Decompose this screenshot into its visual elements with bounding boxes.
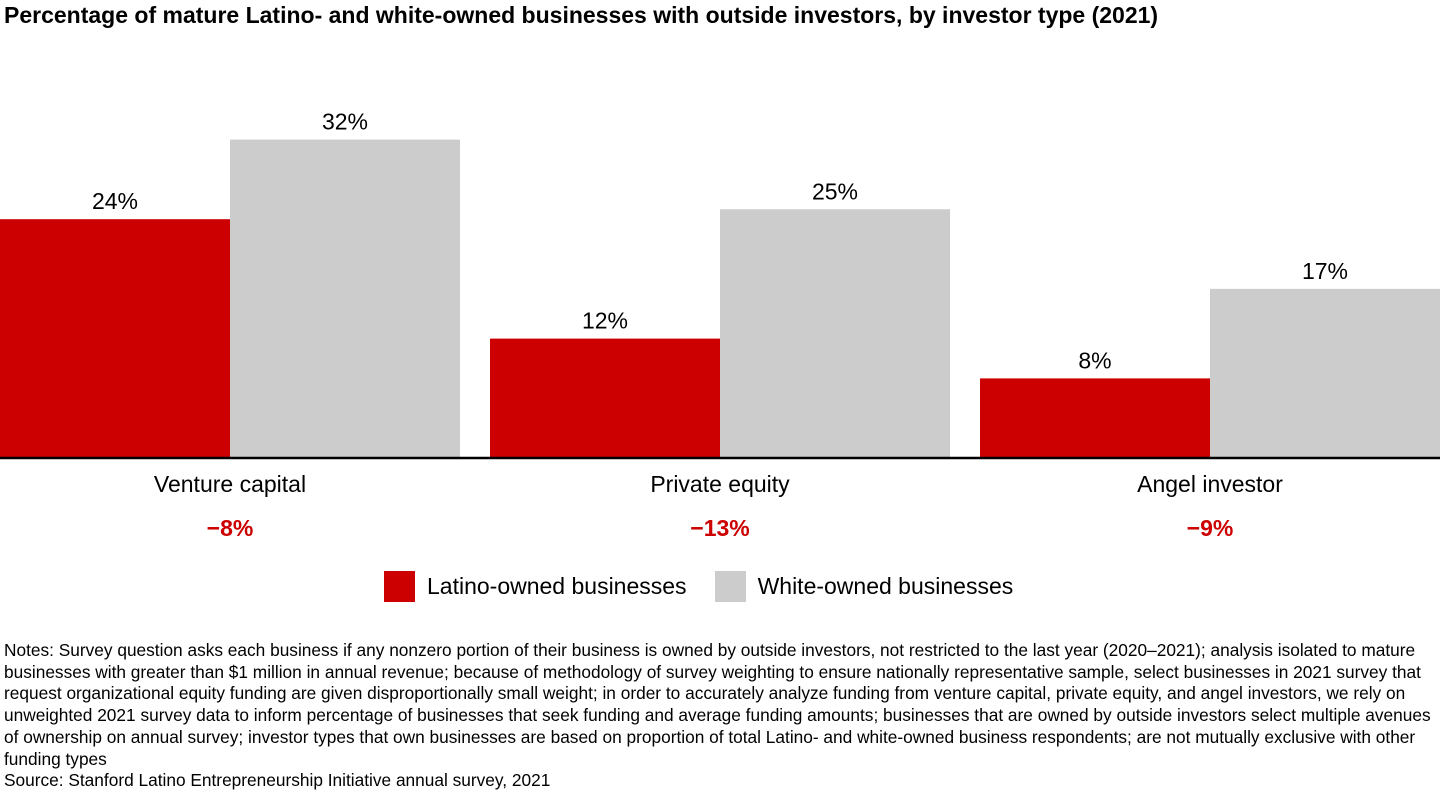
category-label-private-equity: Private equity: [650, 471, 790, 497]
bar-white-angel-investor: [1210, 288, 1440, 458]
value-label-white-private-equity: 25%: [812, 178, 858, 204]
value-label-white-venture-capital: 32%: [322, 109, 368, 135]
value-label-latino-venture-capital: 24%: [92, 188, 138, 214]
value-labels-layer: 24% 32% 12% 25% 8% 17%: [92, 109, 1348, 374]
notes-text: Notes: Survey question asks each busines…: [4, 640, 1431, 769]
value-label-latino-angel-investor: 8%: [1078, 347, 1111, 373]
category-label-angel-investor: Angel investor: [1137, 471, 1283, 497]
difference-label-angel-investor: −9%: [1187, 515, 1234, 541]
difference-labels-layer: −8% −13% −9%: [207, 515, 1234, 541]
bar-latino-angel-investor: [980, 378, 1210, 458]
bars-layer: [0, 139, 1440, 458]
bar-white-venture-capital: [230, 139, 460, 458]
legend: Latino-owned businesses White-owned busi…: [384, 571, 1041, 602]
bar-latino-venture-capital: [0, 219, 230, 458]
legend-swatch-white: [714, 571, 746, 602]
legend-label-white: White-owned businesses: [757, 573, 1014, 599]
notes-section: Notes: Survey question asks each busines…: [4, 640, 1436, 792]
legend-swatch-latino: [384, 571, 415, 602]
legend-item-white: White-owned businesses: [714, 571, 1014, 602]
value-label-latino-private-equity: 12%: [582, 308, 628, 334]
bar-chart: 24% 32% 12% 25% 8% 17% Venture capital Private…: [0, 109, 1440, 541]
source-text: Source: Stanford Latino Entrepreneurship…: [4, 770, 551, 791]
difference-label-venture-capital: −8%: [207, 515, 254, 541]
bar-latino-private-equity: [490, 338, 720, 458]
legend-item-latino: Latino-owned businesses: [384, 571, 687, 602]
difference-label-private-equity: −13%: [690, 515, 749, 541]
category-labels-layer: Venture capital Private equity Angel inves…: [154, 471, 1283, 497]
value-label-white-angel-investor: 17%: [1302, 258, 1348, 284]
chart-title: Percentage of mature Latino- and white-o…: [4, 2, 1159, 28]
category-label-venture-capital: Venture capital: [154, 471, 306, 497]
legend-label-latino: Latino-owned businesses: [427, 573, 687, 599]
bar-white-private-equity: [720, 209, 950, 458]
